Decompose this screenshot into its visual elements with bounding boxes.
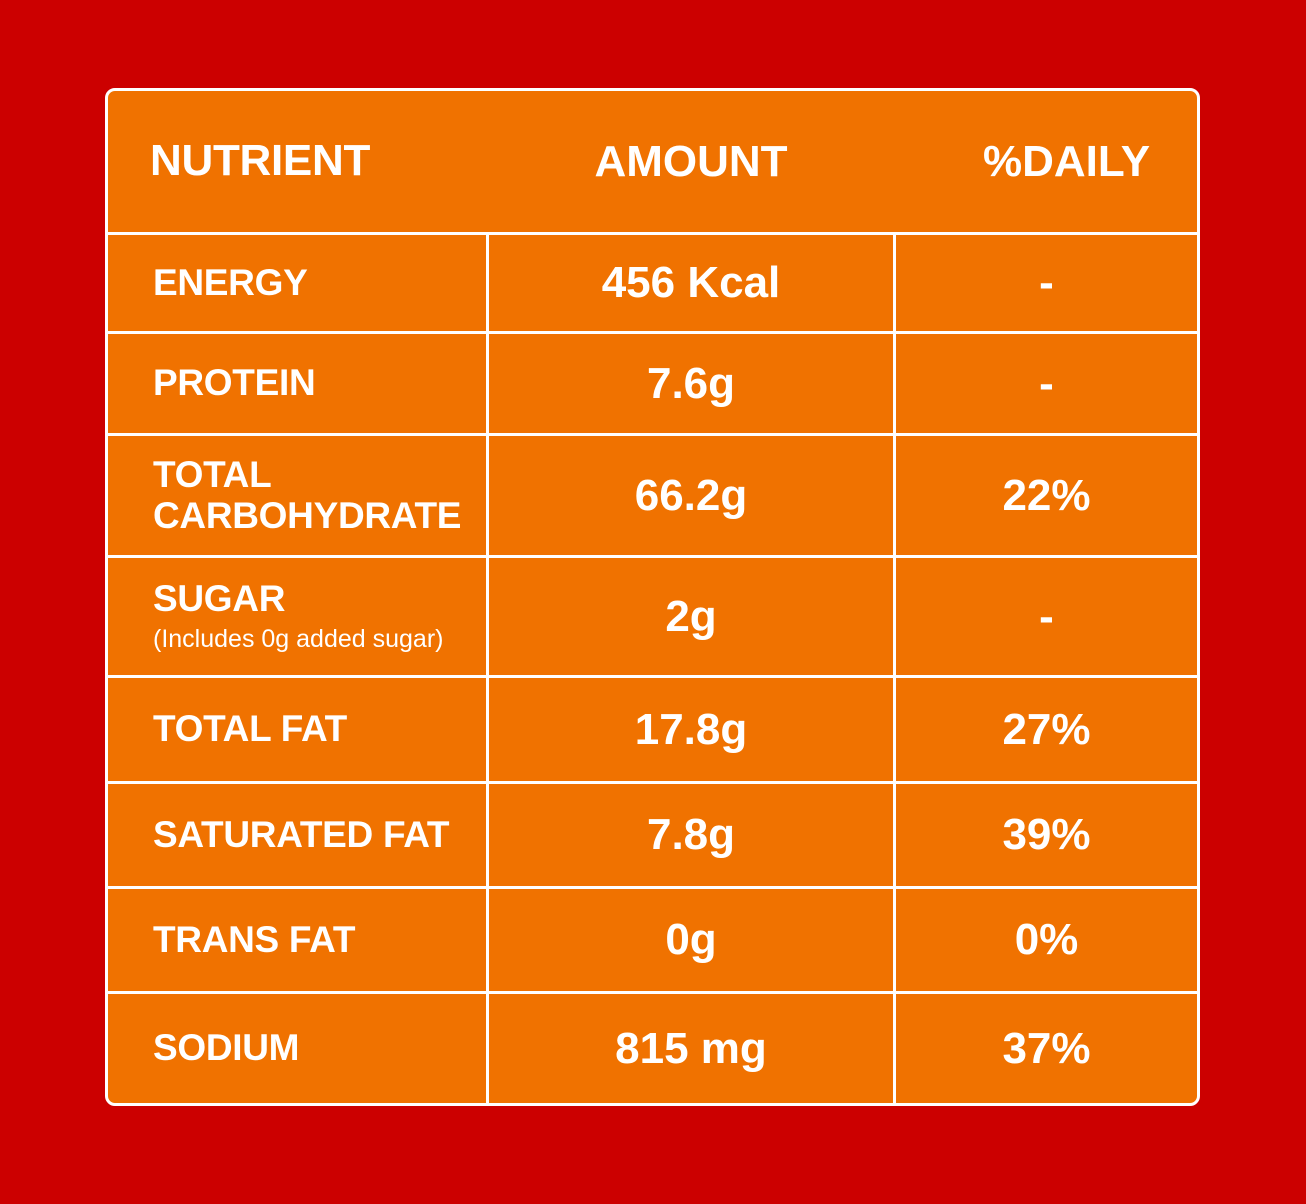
amount-cell: 66.2g: [486, 436, 896, 558]
nutrient-name: PROTEIN: [153, 362, 316, 404]
header-cell: %DAILY: [896, 91, 1197, 235]
header-cell: NUTRIENT: [108, 91, 486, 235]
header-cell: AMOUNT: [486, 91, 896, 235]
nutrient-cell: PROTEIN: [108, 334, 486, 436]
amount-cell: 17.8g: [486, 678, 896, 784]
nutrient-name: ENERGY: [153, 261, 308, 303]
nutrient-name: SATURATED FAT: [153, 813, 450, 855]
daily-cell: 0%: [896, 889, 1197, 994]
amount-cell: 7.6g: [486, 334, 896, 436]
nutrient-note: (Includes 0g added sugar): [153, 625, 444, 654]
nutrient-name: TOTAL CARBOHYDRATE: [153, 453, 462, 536]
amount-cell: 7.8g: [486, 784, 896, 889]
amount-cell: 815 mg: [486, 994, 896, 1103]
nutrient-name: SUGAR: [153, 578, 286, 620]
daily-cell: 39%: [896, 784, 1197, 889]
nutrient-cell: TRANS FAT: [108, 889, 486, 994]
nutrient-cell: ENERGY: [108, 235, 486, 334]
daily-cell: 37%: [1002, 1023, 1091, 1073]
nutrient-cell: SATURATED FAT: [108, 784, 486, 889]
amount-cell: 0g: [486, 889, 896, 994]
nutrient-cell: SUGAR (Includes 0g added sugar): [108, 558, 486, 678]
nutrient-cell: TOTAL CARBOHYDRATE: [108, 436, 486, 558]
daily-cell: -: [896, 558, 1197, 678]
daily-cell: -: [896, 334, 1197, 436]
nutrient-name: TRANS FAT: [153, 918, 356, 960]
amount-cell: 456 Kcal: [486, 235, 896, 334]
daily-cell: -: [896, 235, 1197, 334]
daily-cell: 27%: [896, 678, 1197, 784]
daily-cell: 22%: [896, 436, 1197, 558]
amount-cell: 2g: [486, 558, 896, 678]
nutrient-name: TOTAL FAT: [153, 708, 347, 750]
nutrition-table: NUTRIENT AMOUNT %DAILY ENERGY 456 Kcal - PROTE…: [105, 88, 1200, 1106]
nutrient-name: SODIUM: [153, 1027, 300, 1069]
nutrient-cell: TOTAL FAT: [108, 678, 486, 784]
nutrient-cell: SODIUM: [108, 994, 486, 1103]
